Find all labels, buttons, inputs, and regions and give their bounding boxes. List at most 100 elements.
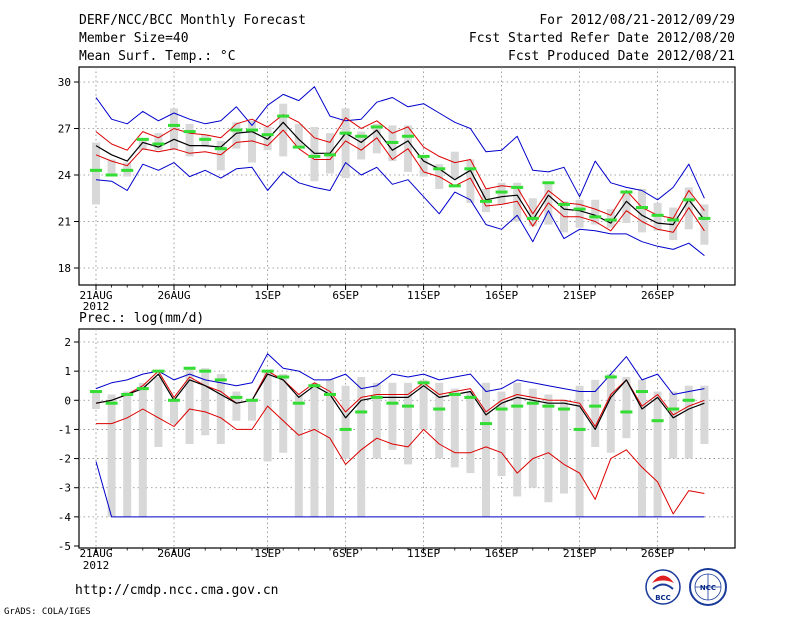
median-marker (152, 142, 165, 146)
spread-box (575, 385, 584, 517)
median-marker (636, 206, 648, 210)
median-marker (90, 390, 102, 394)
median-marker (324, 392, 336, 396)
median-marker (168, 123, 180, 127)
spread-box (357, 376, 366, 517)
y-tick-label: -3 (58, 482, 71, 495)
spread-box (154, 376, 163, 447)
median-marker (355, 134, 368, 138)
x-tick-label: 26AUG (157, 289, 190, 302)
spread-box (622, 193, 631, 224)
spread-box (216, 140, 225, 171)
variable-label: Mean Surf. Temp.: °C (79, 49, 236, 64)
spread-box (497, 391, 506, 477)
spread-box (170, 400, 178, 424)
median-marker (308, 154, 321, 158)
spread-box (388, 382, 397, 450)
median-marker (261, 133, 274, 137)
spread-box (107, 159, 116, 174)
spread-box (372, 382, 381, 459)
spread-box (185, 368, 194, 444)
median-marker (573, 207, 586, 211)
spread-box (248, 400, 256, 421)
median-marker (651, 213, 664, 217)
median-marker (573, 427, 586, 431)
x-tick-label: 16SEP (485, 289, 518, 302)
y-tick-label: -4 (58, 511, 72, 524)
median-marker (355, 410, 368, 414)
median-marker (511, 185, 524, 189)
spread-box (606, 209, 615, 228)
spread-box (341, 108, 350, 179)
spread-box (263, 371, 272, 462)
median-marker (511, 404, 524, 408)
median-marker (183, 130, 196, 134)
source-url[interactable]: http://cmdp.ncc.cma.gov.cn (75, 583, 279, 598)
spread-box (591, 199, 600, 225)
x-tick-label: 6SEP (332, 289, 359, 302)
median-marker (292, 401, 305, 405)
spread-upper-line (95, 114, 705, 219)
ncc-logo-text: NCC (700, 584, 716, 592)
median-marker (261, 369, 274, 373)
spread-box (591, 379, 600, 447)
median-marker (292, 145, 305, 149)
median-marker (589, 215, 602, 219)
ensemble-mean-line (95, 373, 705, 430)
spread-box (170, 108, 178, 151)
spread-box (310, 126, 319, 182)
median-marker (542, 181, 555, 185)
median-marker (308, 384, 321, 388)
median-marker (651, 419, 664, 423)
spread-box (404, 382, 412, 465)
y-tick-label: 24 (58, 169, 72, 182)
forecast-produced-date: Fcst Produced Date 2012/08/21 (508, 49, 735, 64)
spread-box (123, 391, 132, 517)
spread-box (248, 120, 256, 163)
spread-box (357, 131, 366, 160)
median-marker (542, 404, 555, 408)
median-marker (339, 427, 352, 431)
median-marker (480, 422, 492, 426)
spread-box (201, 134, 210, 148)
median-marker (246, 398, 258, 402)
figure-title: DERF/NCC/BCC Monthly Forecast (79, 13, 306, 28)
spread-box (92, 391, 100, 410)
median-marker (230, 128, 243, 132)
spread-box (638, 188, 646, 233)
ensemble-mean-line (95, 121, 705, 226)
x-tick-label: 26SEP (641, 547, 674, 560)
spread-box (560, 400, 568, 494)
y-tick-label: 0 (64, 394, 71, 407)
spread-box (201, 368, 210, 436)
spread-box (700, 204, 709, 245)
y-tick-label: -1 (58, 423, 71, 436)
spread-box (669, 391, 678, 459)
x-tick-label: 16SEP (485, 547, 518, 560)
spread-box (138, 382, 147, 517)
x-tick-label: 6SEP (332, 547, 359, 560)
spread-box (528, 198, 537, 227)
x-year-label: 2012 (83, 559, 110, 572)
temperature-chart: 18 21 24 27 30 21AUG 26AUG 1SEP 6SEP 11SEP 16SEP 21… (58, 66, 736, 313)
spread-box (575, 199, 584, 228)
median-marker (324, 153, 336, 157)
spread-upper-line (95, 370, 705, 427)
median-marker (183, 366, 196, 370)
median-marker (604, 218, 617, 222)
median-marker (277, 375, 290, 379)
spread-box (622, 376, 631, 439)
ensemble-max-line (95, 353, 705, 395)
spread-box (700, 385, 709, 444)
bcc-logo: BCC (645, 569, 681, 605)
bcc-logo-text: BCC (655, 594, 671, 602)
median-marker (386, 401, 399, 405)
spread-box (419, 157, 428, 177)
spread-box (232, 122, 241, 149)
median-marker (214, 147, 227, 151)
median-marker (152, 369, 165, 373)
spread-box (107, 394, 116, 517)
spread-box (653, 202, 662, 231)
median-marker (339, 131, 352, 135)
median-marker (370, 395, 383, 399)
